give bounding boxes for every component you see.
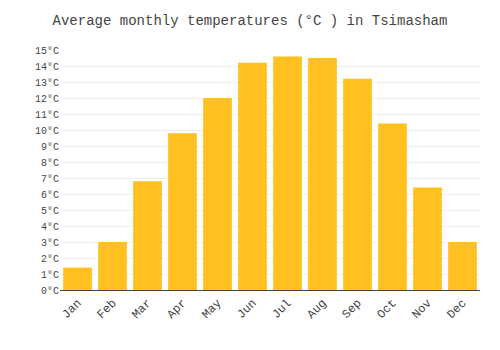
svg-text:Apr: Apr — [164, 297, 189, 322]
svg-text:Mar: Mar — [129, 297, 154, 322]
svg-text:2°C: 2°C — [41, 254, 59, 265]
svg-text:5°C: 5°C — [41, 206, 59, 217]
svg-text:Average monthly temperatures (: Average monthly temperatures (°C ) in Ts… — [53, 13, 448, 29]
svg-text:6°C: 6°C — [41, 190, 59, 201]
svg-text:13°C: 13°C — [35, 78, 59, 89]
svg-text:Jan: Jan — [59, 297, 84, 322]
svg-text:Sep: Sep — [339, 297, 364, 322]
svg-text:Oct: Oct — [374, 297, 399, 322]
svg-text:3°C: 3°C — [41, 238, 59, 249]
svg-text:0°C: 0°C — [41, 286, 59, 297]
svg-text:Nov: Nov — [409, 297, 434, 322]
svg-text:Feb: Feb — [94, 297, 119, 322]
svg-text:Dec: Dec — [444, 297, 469, 322]
svg-text:9°C: 9°C — [41, 142, 59, 153]
svg-text:8°C: 8°C — [41, 158, 59, 169]
svg-text:14°C: 14°C — [35, 62, 59, 73]
svg-text:12°C: 12°C — [35, 94, 59, 105]
svg-text:4°C: 4°C — [41, 222, 59, 233]
svg-text:Jun: Jun — [234, 297, 259, 322]
svg-text:Jul: Jul — [269, 297, 294, 322]
svg-text:May: May — [199, 297, 224, 322]
svg-text:10°C: 10°C — [35, 126, 59, 137]
svg-text:15°C: 15°C — [35, 46, 59, 57]
svg-text:7°C: 7°C — [41, 174, 59, 185]
svg-text:11°C: 11°C — [35, 110, 59, 121]
svg-text:Aug: Aug — [304, 297, 329, 322]
svg-text:1°C: 1°C — [41, 270, 59, 281]
